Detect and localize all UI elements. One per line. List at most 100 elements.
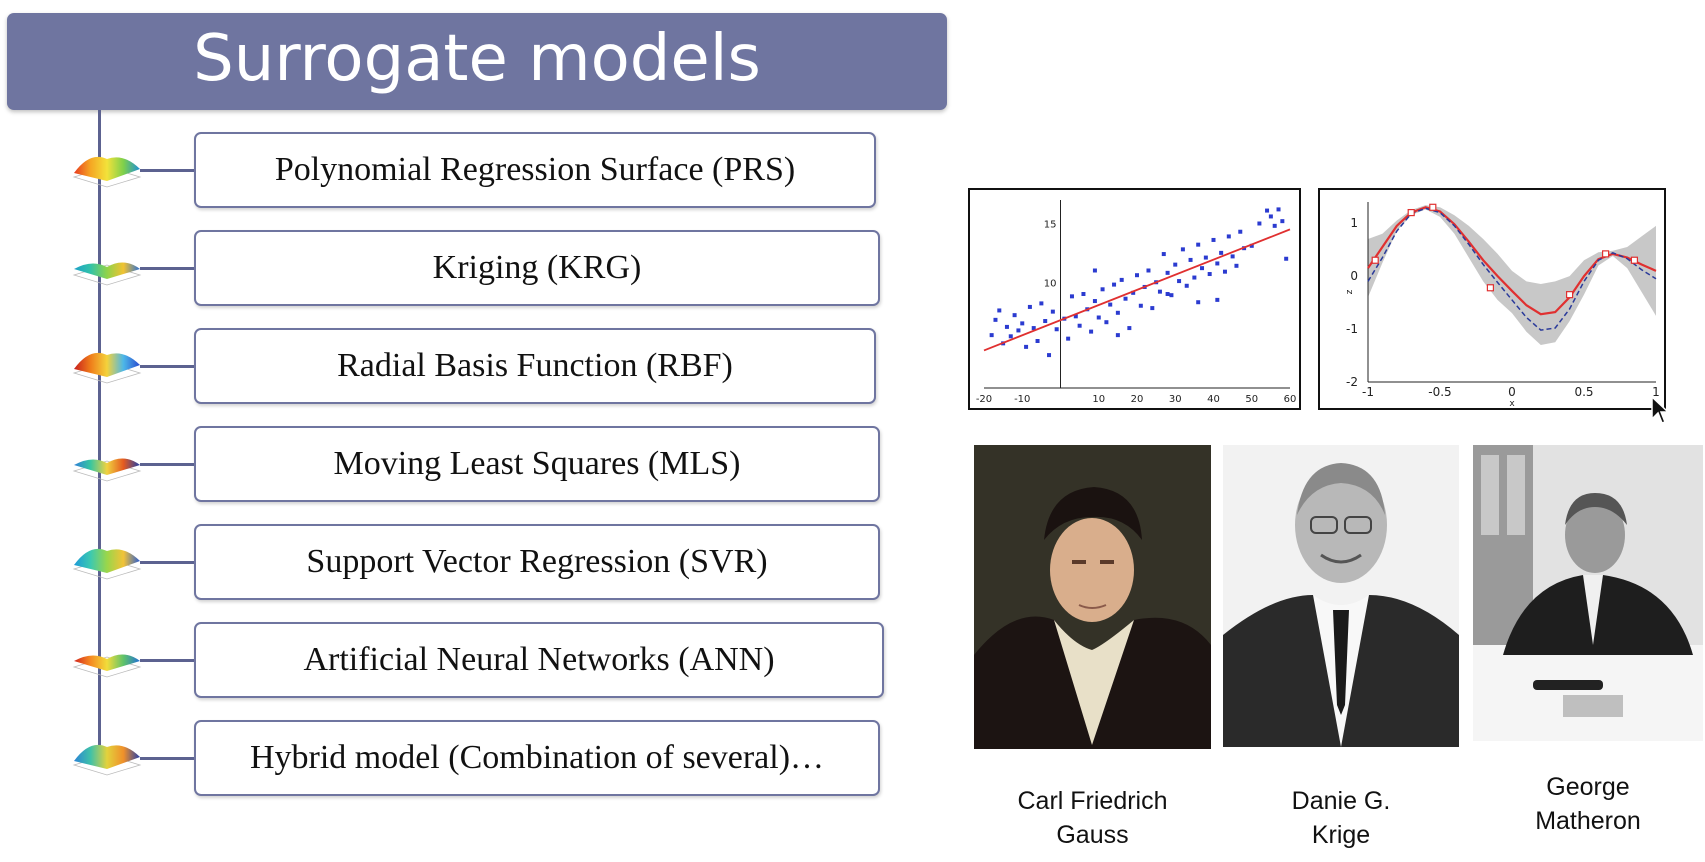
observation-point — [1566, 291, 1574, 299]
data-point — [1196, 300, 1201, 305]
data-point — [1230, 254, 1235, 259]
data-point — [1234, 263, 1239, 268]
data-point — [1050, 309, 1055, 314]
data-point — [1039, 301, 1044, 306]
data-point — [1073, 314, 1078, 319]
model-item: Polynomial Regression Surface (PRS) — [194, 132, 876, 208]
caption-krige: Danie G. Krige — [1291, 787, 1391, 849]
x-tick-label: -20 — [976, 394, 992, 405]
x-tick-label: -1 — [1362, 385, 1374, 399]
data-point — [1207, 272, 1212, 277]
surface-plot-icon — [72, 352, 142, 384]
confidence-band — [1368, 205, 1656, 345]
model-item: Moving Least Squares (MLS) — [194, 426, 880, 502]
data-point — [1215, 297, 1220, 302]
data-point — [1192, 275, 1197, 280]
data-point — [1031, 326, 1036, 331]
observation-point — [1630, 256, 1638, 264]
branch-connector — [140, 169, 194, 172]
model-item: Hybrid model (Combination of several)… — [194, 720, 880, 796]
x-tick-label: 10 — [1092, 394, 1105, 405]
data-point — [1165, 270, 1170, 275]
branch-connector — [140, 463, 194, 466]
data-point — [1135, 273, 1139, 278]
branch-connector — [140, 659, 194, 662]
data-point — [1089, 329, 1094, 334]
title-banner: Surrogate models — [7, 13, 947, 110]
x-tick-label: 30 — [1169, 394, 1182, 405]
data-point — [1069, 294, 1074, 299]
data-point — [1272, 223, 1277, 228]
data-point — [1138, 303, 1143, 308]
x-tick-label: 50 — [1245, 394, 1258, 405]
observation-point — [1407, 208, 1415, 217]
data-point — [1265, 208, 1270, 213]
branch-connector — [140, 267, 194, 270]
page-title: Surrogate models — [193, 22, 761, 96]
y-tick-label: 15 — [1044, 220, 1057, 231]
data-point — [1008, 334, 1013, 339]
data-point — [1211, 237, 1216, 242]
data-point — [1027, 304, 1032, 309]
data-point — [1203, 255, 1208, 260]
data-point — [1280, 219, 1285, 224]
data-point — [1108, 302, 1113, 307]
data-point — [1169, 293, 1174, 298]
model-label: Artificial Neural Networks (ANN) — [303, 641, 775, 678]
x-tick-label: 0 — [1508, 385, 1516, 399]
x-tick-label: 40 — [1207, 394, 1220, 405]
caption-matheron: George Matheron — [1535, 773, 1641, 835]
data-point — [1268, 214, 1273, 219]
surface-plot-icon — [72, 548, 142, 580]
branch-connector — [140, 757, 194, 760]
surface-plot-icon — [72, 458, 142, 482]
data-point — [1012, 313, 1017, 318]
model-label: Radial Basis Function (RBF) — [337, 347, 733, 384]
data-point — [1180, 247, 1185, 252]
data-point — [1043, 319, 1048, 324]
data-point — [1096, 315, 1101, 320]
data-point — [1092, 299, 1097, 304]
surface-plot-icon — [72, 262, 142, 286]
surface-plot-icon — [72, 744, 142, 776]
x-tick-label: 60 — [1284, 394, 1297, 405]
surface-plot-icon — [72, 654, 142, 678]
observation-point — [1602, 250, 1610, 258]
data-point — [1020, 321, 1025, 326]
x-tick-label: 0.5 — [1574, 385, 1593, 399]
y-tick-label: -2 — [1346, 375, 1358, 389]
data-point — [1249, 243, 1254, 248]
data-point — [1104, 320, 1109, 325]
model-item: Kriging (KRG) — [194, 230, 880, 306]
observation-point — [1371, 256, 1379, 264]
data-point — [1092, 268, 1097, 273]
data-point — [1165, 292, 1170, 296]
linear-regression-chart: -20 -10 10 20 30 40 50 60 10 15 — [968, 188, 1301, 410]
fit-line — [983, 228, 1291, 352]
y-tick-label: 10 — [1044, 278, 1057, 289]
y-tick-label: -1 — [1346, 322, 1358, 336]
portrait-matheron — [1473, 445, 1703, 741]
model-label: Hybrid model (Combination of several)… — [249, 739, 825, 776]
data-point — [1081, 292, 1086, 296]
x-tick-label: 1 — [1652, 385, 1660, 399]
data-point — [1188, 257, 1193, 262]
observation-point — [1429, 203, 1437, 211]
data-point — [1047, 353, 1052, 358]
data-point — [997, 308, 1002, 313]
model-label: Support Vector Regression (SVR) — [306, 543, 768, 580]
model-item: Support Vector Regression (SVR) — [194, 524, 880, 600]
data-point — [1119, 277, 1124, 282]
surface-plot-icon — [72, 156, 142, 188]
model-label: Polynomial Regression Surface (PRS) — [274, 151, 796, 188]
mouse-cursor-icon — [1651, 395, 1670, 424]
kriging-chart: -1 -0.5 0 0.5 1 1 0 -1 -2 z x — [1318, 188, 1666, 410]
branch-connector — [140, 365, 194, 368]
y-axis-label: z — [1345, 289, 1355, 294]
data-point — [1284, 256, 1289, 261]
x-tick-label: -0.5 — [1428, 385, 1451, 399]
model-label: Kriging (KRG) — [432, 249, 642, 286]
x-tick-label: -10 — [1014, 394, 1030, 405]
data-point — [1196, 242, 1201, 247]
data-point — [1161, 252, 1166, 257]
